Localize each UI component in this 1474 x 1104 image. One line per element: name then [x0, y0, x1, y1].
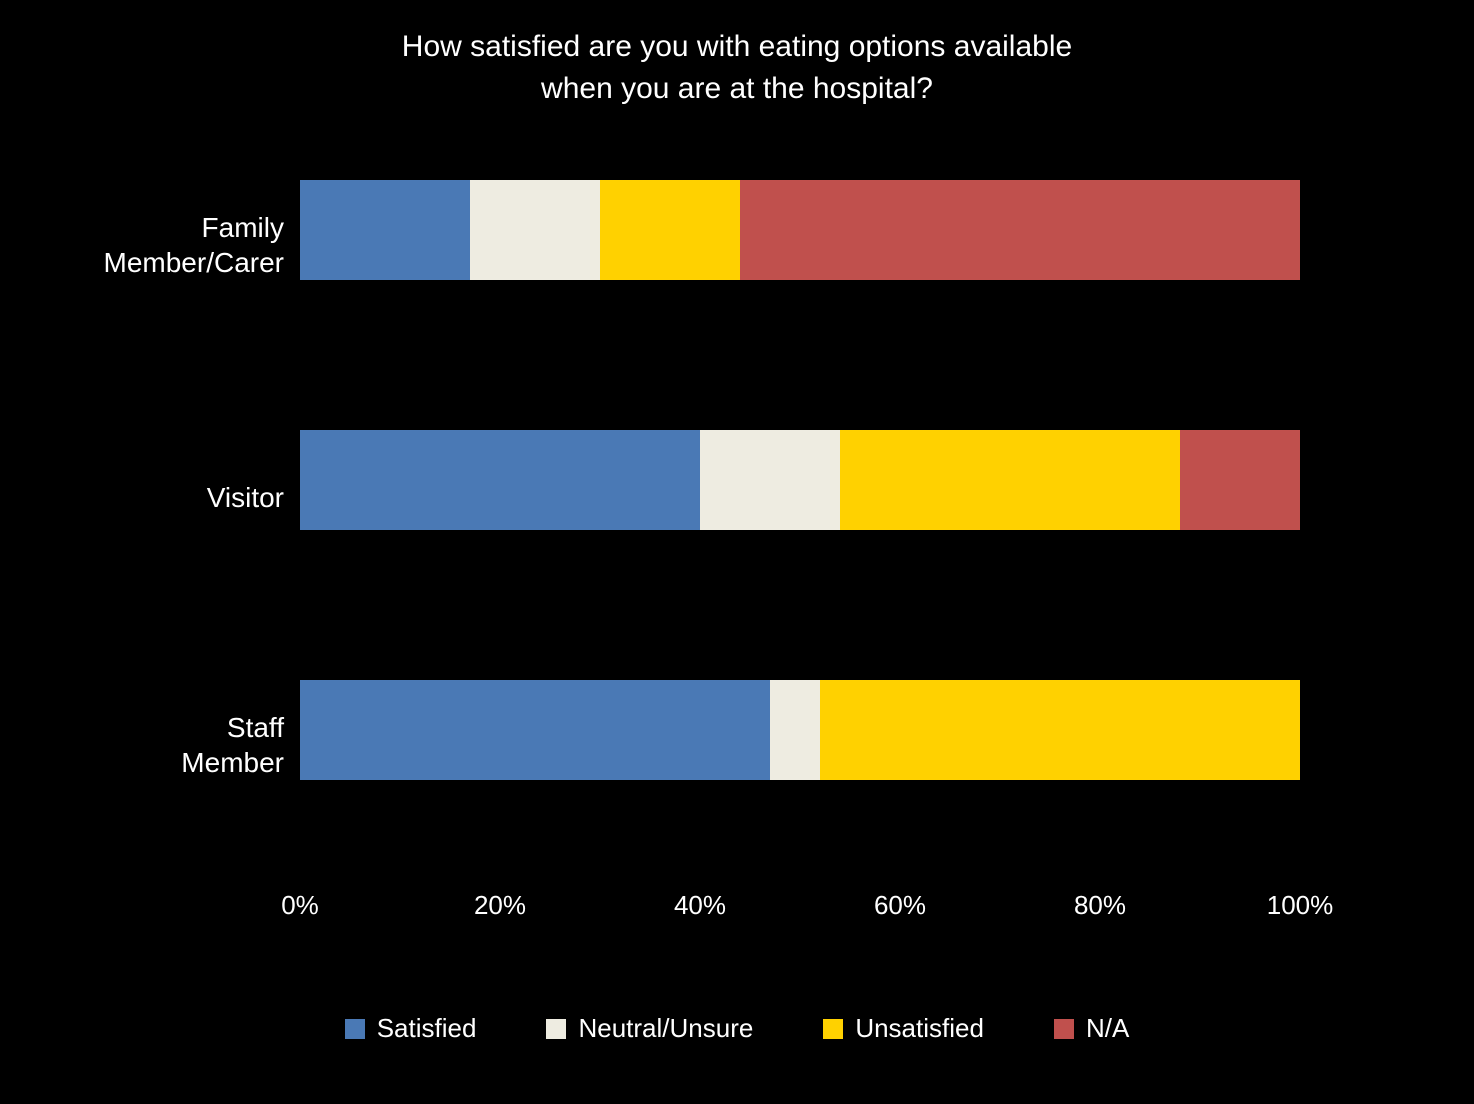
bar-0-seg-1: [470, 180, 600, 280]
x-tick-40: 40%: [674, 890, 726, 921]
legend-label-na: N/A: [1086, 1013, 1129, 1044]
category-label-0-line2: Member/Carer: [104, 247, 284, 278]
legend-item-satisfied: Satisfied: [345, 1013, 477, 1044]
category-label-1: Visitor: [24, 480, 284, 515]
plot-area: [300, 130, 1300, 880]
bar-row-1: [300, 430, 1300, 530]
bar-0-seg-3: [740, 180, 1300, 280]
chart-title-line2: when you are at the hospital?: [0, 72, 1474, 106]
x-tick-80: 80%: [1074, 890, 1126, 921]
legend-swatch-unsatisfied: [823, 1019, 843, 1039]
legend-swatch-na: [1054, 1019, 1074, 1039]
bar-1-seg-0: [300, 430, 700, 530]
chart-title-line1: How satisfied are you with eating option…: [0, 30, 1474, 64]
category-label-0: Family Member/Carer: [24, 210, 284, 280]
bar-2-seg-0: [300, 680, 770, 780]
legend-item-neutral: Neutral/Unsure: [546, 1013, 753, 1044]
legend-label-unsatisfied: Unsatisfied: [855, 1013, 984, 1044]
x-tick-0: 0%: [281, 890, 319, 921]
bar-1-seg-2: [840, 430, 1180, 530]
legend: Satisfied Neutral/Unsure Unsatisfied N/A: [0, 1013, 1474, 1044]
category-label-1-line1: Visitor: [207, 482, 284, 513]
category-label-2-line2: Member: [181, 747, 284, 778]
x-tick-20: 20%: [474, 890, 526, 921]
bar-0-seg-0: [300, 180, 470, 280]
bar-row-0: [300, 180, 1300, 280]
x-tick-60: 60%: [874, 890, 926, 921]
legend-item-unsatisfied: Unsatisfied: [823, 1013, 984, 1044]
chart-container: How satisfied are you with eating option…: [0, 0, 1474, 1104]
legend-swatch-neutral: [546, 1019, 566, 1039]
legend-label-neutral: Neutral/Unsure: [578, 1013, 753, 1044]
bar-1-seg-1: [700, 430, 840, 530]
category-label-0-line1: Family: [202, 212, 284, 243]
bar-2-seg-1: [770, 680, 820, 780]
legend-label-satisfied: Satisfied: [377, 1013, 477, 1044]
category-label-2-line1: Staff: [227, 712, 284, 743]
bar-row-2: [300, 680, 1300, 780]
bar-2-seg-2: [820, 680, 1300, 780]
legend-item-na: N/A: [1054, 1013, 1129, 1044]
bar-0-seg-2: [600, 180, 740, 280]
legend-swatch-satisfied: [345, 1019, 365, 1039]
bar-1-seg-3: [1180, 430, 1300, 530]
category-label-2: Staff Member: [24, 710, 284, 780]
x-tick-100: 100%: [1267, 890, 1334, 921]
